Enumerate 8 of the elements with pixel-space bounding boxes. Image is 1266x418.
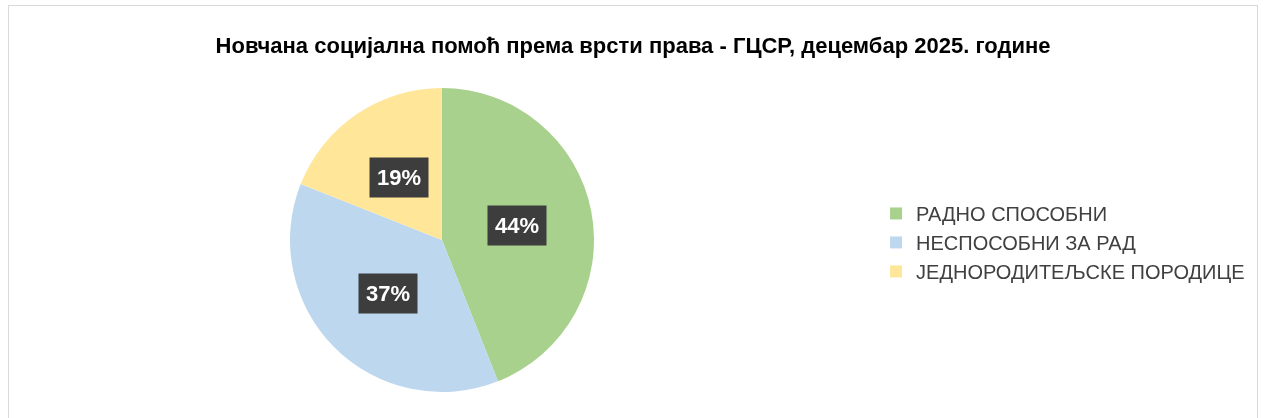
legend-label: НЕСПОСОБНИ ЗА РАД <box>916 232 1137 255</box>
data-label: 19% <box>377 165 422 190</box>
data-label: 37% <box>366 281 411 306</box>
data-label: 44% <box>495 213 540 238</box>
pie-slice <box>442 88 594 382</box>
chart-title: Новчана социјална помоћ према врсти права - ГЦСР, децембар 2025. године <box>215 32 1051 58</box>
legend-label: РАДНО СПОСОБНИ <box>916 203 1108 226</box>
legend-label: ЈЕДНОРОДИТЕЉСКЕ ПОРОДИЦЕ <box>916 261 1245 284</box>
